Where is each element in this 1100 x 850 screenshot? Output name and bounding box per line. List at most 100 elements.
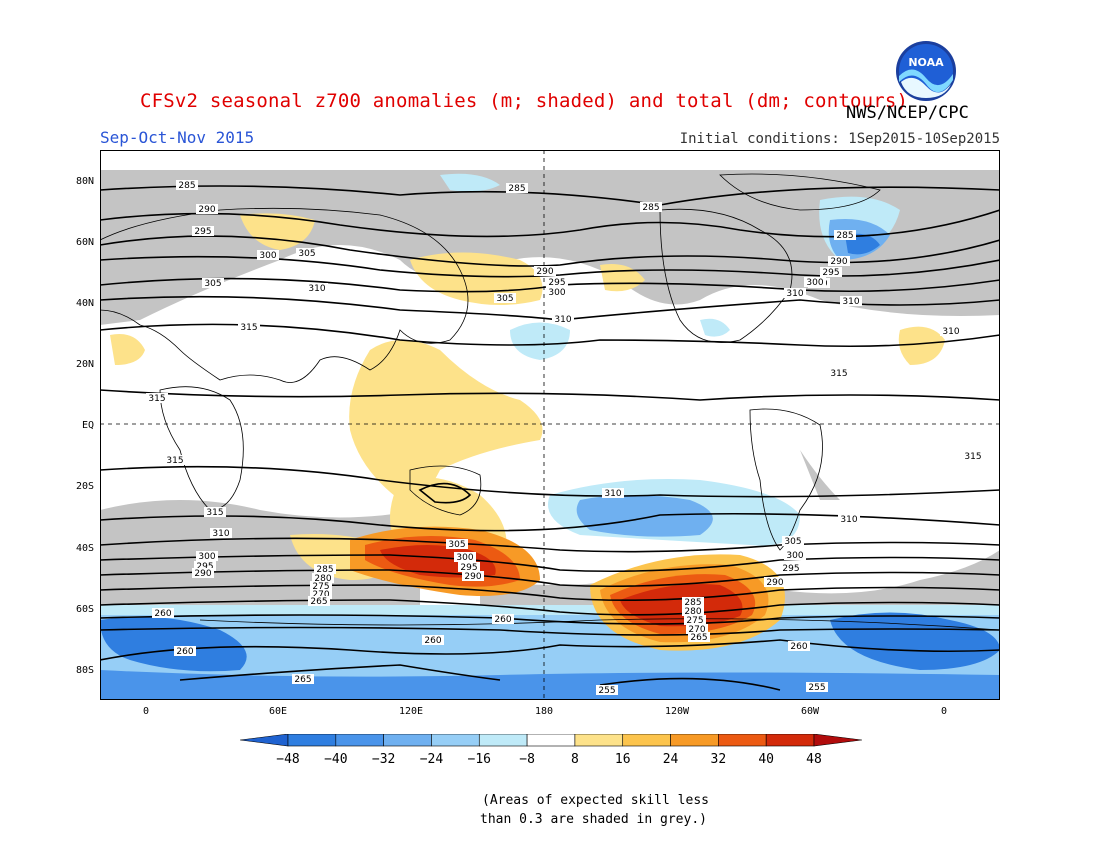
contour-label: 300 xyxy=(454,552,476,563)
svg-text:290: 290 xyxy=(830,257,847,267)
svg-text:290: 290 xyxy=(766,578,783,588)
svg-text:260: 260 xyxy=(790,642,807,652)
svg-text:300: 300 xyxy=(456,553,473,563)
contour-label: 295 xyxy=(546,277,568,288)
lon-label: 0 xyxy=(142,706,150,717)
svg-text:285: 285 xyxy=(684,598,701,608)
svg-text:NOAA: NOAA xyxy=(908,56,944,69)
contour-label: 290 xyxy=(462,571,484,582)
colorbar-segment xyxy=(287,734,337,747)
skill-note-line2: than 0.3 are shaded in grey.) xyxy=(480,812,707,827)
contour-label: 260 xyxy=(422,635,444,646)
contour-label: 300 xyxy=(546,287,568,298)
contour-label: 310 xyxy=(602,488,624,499)
contour-label: 300 xyxy=(784,550,806,561)
svg-text:260: 260 xyxy=(424,636,441,646)
colorbar-segment xyxy=(718,734,767,747)
contour-label: 310 xyxy=(940,326,962,337)
lon-label: 180 xyxy=(534,706,554,717)
svg-text:285: 285 xyxy=(642,203,659,213)
contour-label: 295 xyxy=(194,561,216,572)
colorbar-label: 8 xyxy=(570,752,579,767)
svg-text:315: 315 xyxy=(206,508,223,518)
svg-text:285: 285 xyxy=(836,231,853,241)
svg-text:305: 305 xyxy=(448,540,465,550)
contour-label: 265 xyxy=(308,596,330,607)
contour-label: 265 xyxy=(688,632,710,643)
contour-label: 300 xyxy=(804,277,826,288)
lon-label: 60W xyxy=(800,706,820,717)
contour-label: 285 xyxy=(640,202,662,213)
svg-text:300: 300 xyxy=(198,552,215,562)
svg-text:315: 315 xyxy=(166,456,183,466)
contour-label: 310 xyxy=(838,514,860,525)
contour-label: 285 xyxy=(506,183,528,194)
lon-label: 60E xyxy=(268,706,288,717)
lon-label: 120E xyxy=(398,706,424,717)
contour-label: 310 xyxy=(784,288,806,299)
colorbar-segment xyxy=(622,734,671,747)
svg-text:290: 290 xyxy=(536,267,553,277)
colorbar-label: −48 xyxy=(276,752,300,767)
contour-label: 305 xyxy=(202,278,224,289)
svg-text:315: 315 xyxy=(830,369,847,379)
contour-label: 285 xyxy=(682,597,704,608)
contour-label: 285 xyxy=(314,564,336,575)
svg-text:295: 295 xyxy=(460,563,477,573)
contour-label: 310 xyxy=(552,314,574,325)
contour-label: 295 xyxy=(458,562,480,573)
contour-label: 285 xyxy=(176,180,198,191)
svg-text:295: 295 xyxy=(782,564,799,574)
contour-label: 290 xyxy=(764,577,786,588)
map-frame xyxy=(100,150,1000,700)
colorbar-label: 40 xyxy=(758,752,774,767)
svg-text:310: 310 xyxy=(786,289,803,299)
contour-label: 305 xyxy=(782,536,804,547)
svg-text:275: 275 xyxy=(686,616,703,626)
contour-label: 280 xyxy=(312,573,334,584)
colorbar-segments xyxy=(240,734,862,747)
map-panel: 285 285 285 290 295 300 305 310 315 315 … xyxy=(99,150,1001,700)
contour-label: 300 xyxy=(257,250,279,261)
svg-text:305: 305 xyxy=(204,279,221,289)
map-gridlines xyxy=(100,150,1000,700)
colorbar-segment xyxy=(526,734,576,747)
colorbar-segment xyxy=(478,734,528,747)
svg-text:305: 305 xyxy=(784,537,801,547)
contour-label: 310 xyxy=(306,283,328,294)
map-title: CFSv2 seasonal z700 anomalies (m; shaded… xyxy=(140,90,909,112)
svg-text:275: 275 xyxy=(312,582,329,592)
colorbar-segment xyxy=(765,734,815,747)
svg-text:305: 305 xyxy=(496,294,513,304)
svg-text:315: 315 xyxy=(240,323,257,333)
contour-label: 260 xyxy=(152,608,174,619)
contour-label: 295 xyxy=(192,226,214,237)
svg-text:285: 285 xyxy=(178,181,195,191)
lon-label: 120W xyxy=(664,706,690,717)
lat-label: 40S xyxy=(75,543,94,554)
svg-text:295: 295 xyxy=(196,562,213,572)
svg-text:260: 260 xyxy=(494,615,511,625)
land-outlines xyxy=(99,173,1001,631)
svg-text:290: 290 xyxy=(198,205,215,215)
colorbar-label: 16 xyxy=(614,752,631,767)
contour-label: 310 xyxy=(210,528,232,539)
contour-label: 300 xyxy=(196,551,218,562)
svg-text:300: 300 xyxy=(548,288,565,298)
contour-label: 315 xyxy=(962,451,984,462)
initial-conditions-label: Initial conditions: 1Sep2015-10Sep2015 xyxy=(679,131,1000,147)
contour-label: 260 xyxy=(174,646,196,657)
contour-label: 270 xyxy=(686,624,708,635)
colorbar-segment xyxy=(431,734,480,747)
contour-labels: 285 285 285 290 295 300 305 310 315 315 … xyxy=(146,180,984,696)
contour-label: 270 xyxy=(310,589,332,600)
svg-text:295: 295 xyxy=(822,268,839,278)
svg-text:310: 310 xyxy=(942,327,959,337)
contour-label: 305 xyxy=(494,293,516,304)
svg-text:315: 315 xyxy=(148,394,165,404)
lat-label: EQ xyxy=(81,420,94,431)
contour-label: 265 xyxy=(292,674,314,685)
svg-text:260: 260 xyxy=(176,647,193,657)
colorbar xyxy=(240,734,862,747)
contour-label: 290 xyxy=(192,568,214,579)
